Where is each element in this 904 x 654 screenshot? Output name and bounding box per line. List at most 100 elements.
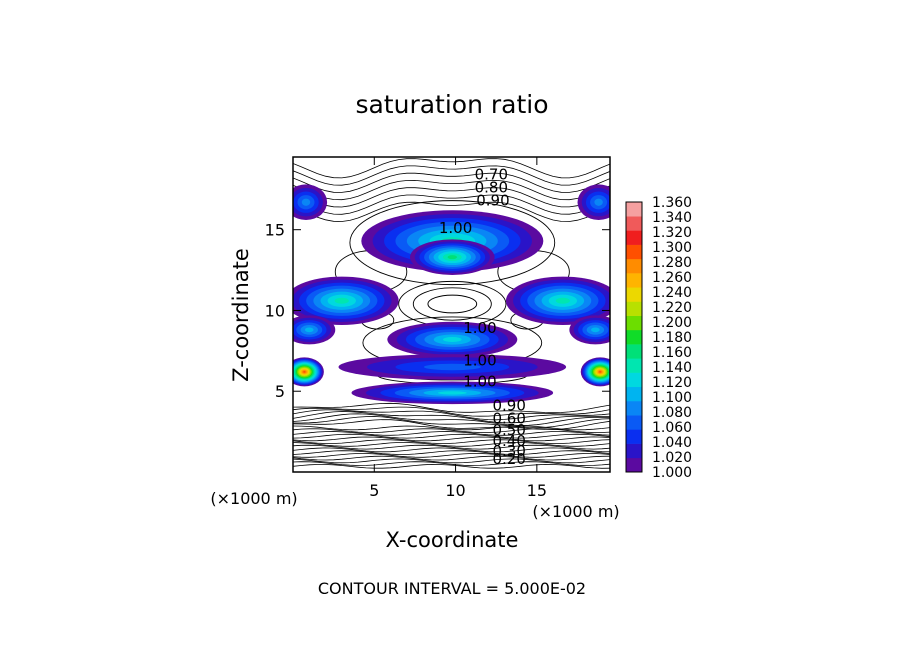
contour-line: [293, 172, 610, 193]
colorbar-swatch: [626, 258, 642, 274]
contour-label: 1.00: [439, 219, 472, 237]
color-region: [591, 327, 600, 333]
contour-label: 0.30: [493, 442, 526, 460]
contour-line: [293, 461, 610, 466]
color-fill-regions: [293, 184, 610, 405]
contour-line: [293, 436, 610, 442]
colorbar-tick-label: 1.160: [652, 345, 692, 361]
contour-line: [293, 450, 610, 455]
contour-label: 0.20: [493, 450, 526, 468]
contour-lines: [293, 158, 610, 469]
contour-label: 0.90: [493, 397, 526, 415]
plot-area: 0.700.800.901.001.001.001.000.900.600.50…: [265, 156, 611, 500]
contour-labels: 0.700.800.901.001.001.001.000.900.600.50…: [439, 166, 526, 468]
colorbar-tick-label: 1.240: [652, 285, 692, 301]
colorbar-tick-label: 1.300: [652, 240, 692, 256]
colorbar-tick-label: 1.280: [652, 255, 692, 271]
contour-line: [293, 431, 610, 436]
contour-label: 1.00: [463, 319, 496, 337]
contour-line: [293, 409, 610, 421]
y-tick-label: 15: [265, 221, 285, 240]
contour-line: [293, 444, 610, 450]
plot-frame: [292, 156, 611, 473]
contour-line: [293, 442, 610, 447]
colorbar-tick-label: 1.100: [652, 390, 692, 406]
colorbar-tick-label: 1.260: [652, 270, 692, 286]
contour-line: [293, 402, 610, 414]
color-region: [443, 337, 462, 343]
colorbar-swatch: [626, 230, 642, 245]
colorbar-swatch: [626, 315, 642, 331]
contour-line: [293, 439, 610, 444]
colorbar-tick-label: 1.320: [652, 225, 692, 241]
contour-loop: [412, 287, 492, 321]
colorbar-tick-label: 1.340: [652, 210, 692, 226]
colorbar-swatch: [626, 202, 642, 217]
chart-title: saturation ratio: [355, 90, 548, 119]
colorbar-tick-label: 1.020: [652, 450, 692, 466]
colorbar-swatch: [626, 415, 642, 430]
y-tick-label: 5: [275, 382, 285, 401]
colorbar-tick-label: 1.120: [652, 375, 692, 391]
contour-label: 0.40: [493, 432, 526, 450]
contour-line: [293, 458, 610, 464]
contour-label: 0.80: [475, 179, 508, 197]
contour-label: 0.60: [493, 410, 526, 428]
contour-line: [293, 455, 610, 461]
contour-line: [293, 411, 610, 424]
colorbar-swatch: [626, 443, 642, 459]
color-region: [437, 391, 467, 395]
contour-label: 0.90: [476, 191, 509, 209]
color-region: [303, 370, 306, 373]
colorbar-swatch: [626, 273, 642, 288]
colorbar-swatch: [626, 457, 642, 473]
contour-line: [293, 419, 610, 430]
y-axis-label: Z-coordinate: [229, 248, 253, 382]
colorbar-tick-label: 1.060: [652, 420, 692, 436]
color-region: [334, 297, 349, 304]
color-region: [304, 327, 314, 333]
contour-line: [293, 416, 610, 429]
contour-line: [293, 165, 610, 186]
contour-line: [293, 179, 610, 201]
colorbar-swatch: [626, 372, 642, 388]
x-tick-label: 5: [369, 481, 379, 500]
colorbar-swatch: [626, 344, 642, 359]
colorbar-swatch: [626, 400, 642, 416]
colorbar-tick-label: 1.200: [652, 315, 692, 331]
contour-line: [293, 406, 610, 417]
colorbar-frame: [625, 201, 643, 473]
colorbar-swatch: [626, 429, 642, 444]
colorbar-tick-label: 1.360: [652, 195, 692, 211]
colorbar-tick-label: 1.040: [652, 435, 692, 451]
contour-interval-note: CONTOUR INTERVAL = 5.000E-02: [318, 579, 586, 598]
color-region: [301, 198, 311, 206]
colorbar-swatch: [626, 287, 642, 302]
colorbar-tick-label: 1.080: [652, 405, 692, 421]
colorbar: 1.0001.0201.0401.0601.0801.1001.1201.140…: [625, 195, 692, 481]
color-region: [594, 198, 603, 206]
colorbar-swatch: [626, 358, 642, 373]
color-region: [599, 370, 602, 373]
colorbar-swatch: [626, 216, 642, 231]
colorbar-tick-label: 1.140: [652, 360, 692, 376]
contour-loop: [427, 294, 478, 314]
contour-loop: [349, 200, 556, 286]
contour-label: 0.70: [475, 166, 508, 184]
colorbar-swatch: [626, 386, 642, 402]
contour-label: 1.00: [463, 372, 496, 390]
contour-line: [293, 433, 610, 439]
x-tick-label: 10: [445, 481, 465, 500]
colorbar-swatch: [626, 244, 642, 260]
x-unit-left: (×1000 m): [210, 489, 297, 508]
x-axis-ticks: 5 10 15: [369, 157, 547, 500]
contour-line: [293, 194, 610, 215]
colorbar-tick-label: 1.220: [652, 300, 692, 316]
contour-line: [293, 413, 610, 426]
x-axis-label: X-coordinate: [386, 528, 519, 552]
contour-label: 0.50: [493, 421, 526, 439]
contour-line: [293, 201, 610, 222]
colorbar-swatch: [626, 329, 642, 345]
colorbar-tick-label: 1.000: [652, 465, 692, 481]
